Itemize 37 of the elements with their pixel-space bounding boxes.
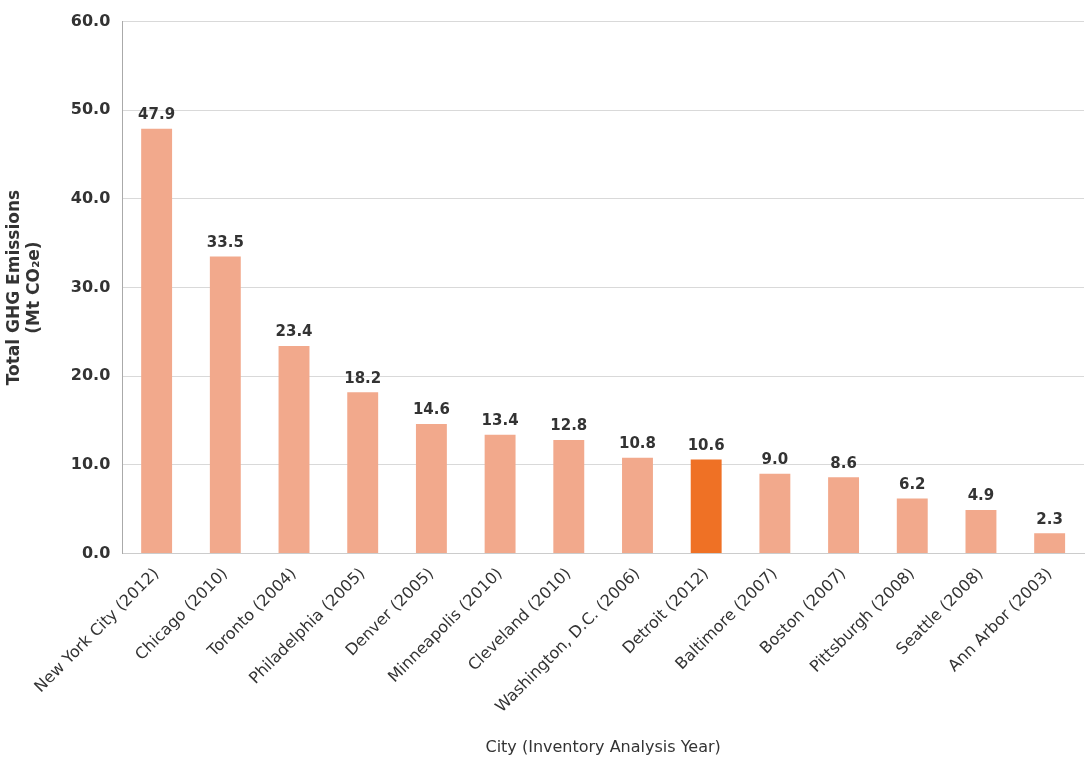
data-label: 2.3	[1036, 509, 1063, 528]
bar	[690, 459, 722, 554]
y-tick-label: 0.0	[81, 542, 111, 562]
bar	[1034, 533, 1066, 554]
bar	[484, 434, 516, 554]
bar	[896, 498, 928, 554]
y-tick-label: 20.0	[70, 365, 111, 385]
bar	[209, 256, 241, 554]
y-tick-label: 40.0	[70, 188, 111, 208]
data-label: 33.5	[206, 232, 244, 251]
y-tick-label: 10.0	[70, 454, 111, 474]
data-label: 10.6	[687, 435, 725, 454]
bar	[278, 346, 310, 554]
bar	[828, 477, 860, 554]
bar	[759, 473, 791, 554]
data-label: 9.0	[761, 450, 789, 469]
bar	[553, 440, 585, 554]
y-tick-label: 50.0	[70, 99, 111, 119]
y-axis-title: Total GHG Emissions (Mt CO₂e)	[2, 189, 44, 386]
data-label: 47.9	[138, 105, 176, 124]
data-label: 13.4	[481, 411, 519, 430]
bar	[347, 392, 379, 554]
bar	[622, 457, 653, 554]
data-label: 23.4	[275, 322, 313, 341]
data-label: 18.2	[344, 368, 382, 387]
data-label: 6.2	[898, 474, 926, 493]
bar	[141, 128, 173, 554]
bar	[415, 424, 447, 554]
data-label: 4.9	[967, 486, 995, 505]
x-axis-title: City (Inventory Analysis Year)	[485, 736, 721, 756]
data-label: 14.6	[412, 400, 450, 419]
data-label: 8.6	[830, 453, 857, 472]
y-tick-label: 30.0	[70, 276, 111, 296]
bar	[965, 510, 997, 554]
data-label: 10.8	[618, 434, 656, 453]
data-label: 12.8	[550, 416, 588, 435]
y-tick-label: 60.0	[70, 10, 111, 30]
